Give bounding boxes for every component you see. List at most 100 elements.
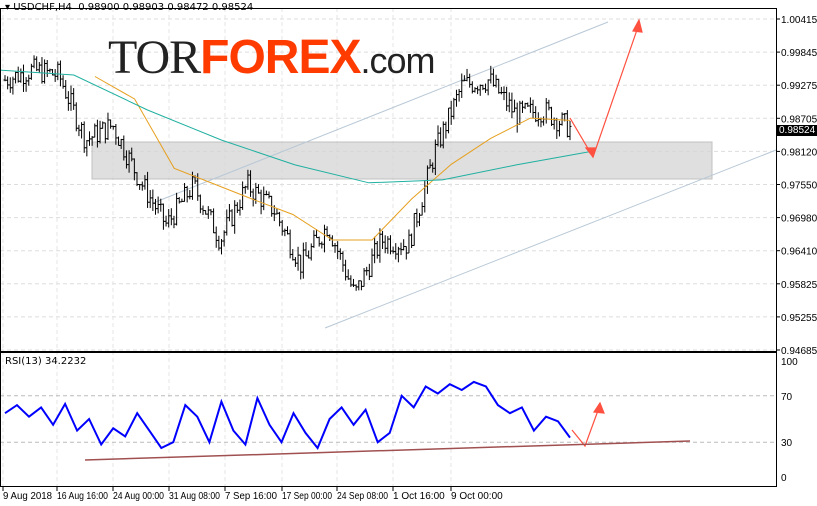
price-bar: [148, 190, 152, 209]
resistance-zone: [91, 141, 713, 180]
price-bar: [212, 208, 216, 234]
price-bar: [283, 228, 287, 237]
price-bar: [515, 102, 519, 133]
price-bar: [462, 75, 466, 82]
price-bar: [64, 80, 68, 99]
rsi-pane-border: [0, 352, 777, 487]
price-bar: [557, 120, 561, 137]
rsi-tick-label: 70: [781, 392, 793, 403]
price-bar: [27, 74, 31, 86]
price-bar: [82, 121, 86, 153]
chart-title: ▾ USDCHF,H4 0.98900 0.98903 0.98472 0.98…: [5, 2, 254, 13]
x-tick-label: 31 Aug 08:00: [169, 491, 220, 502]
price-bar: [407, 229, 411, 254]
price-bar: [262, 186, 266, 211]
price-bar: [375, 241, 379, 259]
price-bar: [87, 131, 91, 146]
y-tick-label: 0.95825: [781, 280, 817, 291]
price-bar: [550, 106, 554, 126]
price-bar: [404, 245, 408, 260]
price-bar: [452, 97, 456, 120]
price-bar: [473, 87, 477, 93]
price-bar: [188, 190, 192, 200]
x-tick-label: 7 Sep 16:00: [225, 491, 277, 502]
price-bar: [8, 77, 12, 93]
price-bar: [151, 189, 155, 211]
price-bar: [457, 88, 461, 102]
price-bar: [510, 92, 514, 119]
x-tick-label: 24 Aug 00:00: [113, 491, 164, 502]
price-bar: [51, 69, 55, 76]
price-bar: [301, 242, 305, 279]
price-bar: [317, 236, 321, 247]
y-tick-label: 0.98120: [781, 147, 817, 158]
price-bar: [138, 183, 142, 190]
price-bar: [243, 185, 247, 194]
price-bar: [454, 89, 458, 107]
price-bar: [497, 78, 501, 94]
price-bar: [180, 198, 184, 203]
price-bar: [344, 259, 348, 281]
y-tick-label: 0.98705: [781, 114, 817, 125]
price-bar: [286, 226, 289, 235]
price-bar: [460, 73, 464, 98]
price-bar: [235, 202, 239, 214]
rsi-tick-label: 30: [781, 438, 793, 449]
price-bar: [499, 86, 503, 95]
price-bar: [291, 249, 295, 261]
price-bar: [388, 235, 392, 255]
price-bar: [204, 210, 208, 215]
price-bar: [74, 102, 78, 132]
price-bar: [309, 243, 313, 261]
price-bar: [544, 98, 548, 124]
price-bar: [320, 241, 324, 249]
price-bar: [238, 199, 242, 216]
price-bar: [93, 123, 97, 138]
price-bar: [349, 275, 353, 287]
price-bar: [35, 56, 39, 72]
price-bar: [449, 100, 453, 125]
price-bar: [167, 209, 171, 228]
price-bar: [325, 226, 329, 237]
y-tick-label: 0.99275: [781, 81, 817, 92]
price-bar: [370, 248, 374, 278]
price-bar: [40, 57, 44, 84]
price-bar: [293, 257, 297, 267]
price-bar: [214, 226, 218, 248]
price-bar: [3, 75, 7, 82]
price-bar: [233, 200, 237, 234]
price-bar: [103, 122, 107, 144]
price-bar: [183, 183, 187, 202]
price-bar: [312, 230, 316, 248]
price-bar: [45, 59, 49, 78]
price-bar: [528, 97, 532, 113]
price-bar: [341, 251, 345, 272]
price-bar: [346, 269, 350, 280]
price-bar: [418, 212, 422, 227]
price-bar: [164, 215, 168, 227]
symbol: USDCHF,H4: [13, 2, 72, 13]
price-bar: [275, 208, 279, 215]
price-bar: [507, 92, 511, 113]
price-bar: [299, 254, 303, 280]
price-bar: [352, 278, 356, 288]
price-bar: [61, 75, 65, 89]
price-bar: [565, 110, 569, 138]
price-bar: [225, 209, 229, 236]
price-bar: [206, 206, 210, 219]
price-bar: [19, 68, 23, 83]
x-tick-label: 24 Sep 08:00: [337, 491, 388, 502]
price-bar: [547, 99, 551, 111]
price-bar: [267, 191, 271, 199]
y-tick-label: 1.00415: [781, 15, 817, 26]
price-bar: [486, 79, 490, 96]
channel-upper-line: [152, 21, 609, 204]
price-bar: [256, 184, 260, 194]
price-bar: [568, 120, 572, 141]
price-bar: [505, 86, 509, 111]
price-bar: [391, 246, 395, 254]
y-tick-label: 0.96980: [781, 214, 817, 225]
price-bar: [175, 192, 179, 226]
torforex-logo: TORFOREX.com: [108, 31, 436, 84]
